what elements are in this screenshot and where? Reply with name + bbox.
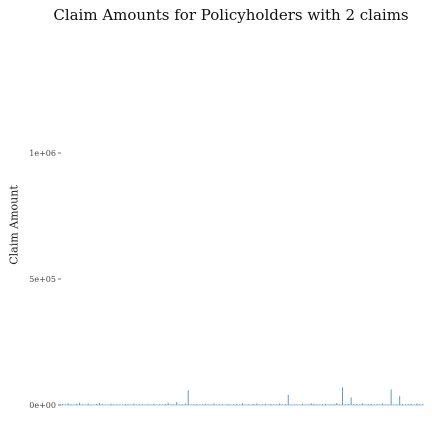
chart-title: Claim Amounts for Policyholders with 2 c… [53, 6, 409, 24]
y-tick-label: 1e+06 [29, 149, 56, 158]
y-tick-label: 0e+00 [29, 401, 56, 410]
y-tick-label: 5e+05 [29, 275, 56, 284]
